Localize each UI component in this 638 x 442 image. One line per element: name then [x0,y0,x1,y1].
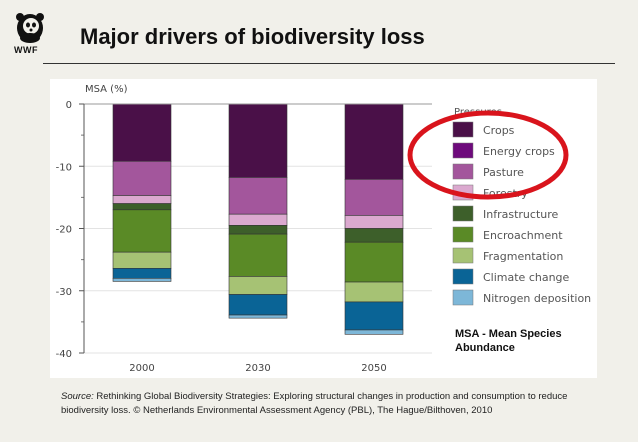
y-tick-label: -20 [56,225,72,236]
legend-label: Energy crops [483,145,555,158]
legend-label: Crops [483,124,515,137]
bar-segment-pasture-2050 [344,179,404,216]
x-tick-label: 2050 [361,363,386,374]
legend-swatch [452,226,474,243]
legend-label: Fragmentation [483,250,563,263]
bar-segment-crops-2000 [112,103,172,162]
source-label: Source: [61,391,94,402]
legend-label: Nitrogen deposition [483,292,591,305]
legend-label: Infrastructure [483,208,559,221]
source-text: Rethinking Global Biodiversity Strategie… [61,391,568,416]
legend-swatch [452,121,474,138]
source-caption: Source: Rethinking Global Biodiversity S… [61,390,601,418]
slide-title: Major drivers of biodiversity loss [80,24,425,49]
bar-segment-nitrogen-deposition-2030 [228,314,288,319]
bar-segment-forestry-2030 [228,213,288,226]
legend-swatch [452,142,474,159]
msa-note: MSA - Mean Species Abundance [455,328,562,354]
x-tick-label: 2030 [245,363,270,374]
y-axis-label: MSA (%) [85,84,128,95]
y-tick-label: 0 [66,100,72,111]
legend-swatch [452,163,474,180]
bar-segment-infrastructure-2000 [112,203,172,211]
legend-swatch [452,268,474,285]
legend-swatch [452,247,474,264]
bar-segment-climate-change-2030 [228,294,288,316]
bar-segment-pasture-2030 [228,177,288,215]
x-tick-label: 2000 [129,363,154,374]
logo-text: WWF [14,45,38,55]
y-tick-label: -30 [56,287,72,298]
bar-segment-fragmentation-2000 [112,251,172,269]
bar-segment-climate-change-2000 [112,268,172,279]
legend-swatch [452,289,474,306]
wwf-panda-logo: WWF [12,12,48,56]
bar-segment-fragmentation-2050 [344,281,404,303]
bar-segment-encroachment-2000 [112,209,172,253]
legend-label: Climate change [483,271,570,284]
bar-segment-fragmentation-2030 [228,276,288,295]
y-tick-label: -40 [56,349,72,360]
title-divider [43,63,615,64]
legend-label: Encroachment [483,229,563,242]
bar-segment-encroachment-2030 [228,233,288,277]
legend-swatch [452,205,474,222]
bar-segment-climate-change-2050 [344,301,404,331]
bar-segment-encroachment-2050 [344,241,404,283]
bar-segment-crops-2050 [344,103,404,180]
bar-segment-forestry-2050 [344,215,404,229]
bar-segment-forestry-2000 [112,195,172,204]
bar-segment-pasture-2000 [112,160,172,196]
bar-segment-crops-2030 [228,103,288,178]
highlight-ellipse [407,110,569,200]
bar-segment-infrastructure-2050 [344,228,404,243]
y-tick-label: -10 [56,162,72,173]
bar-segment-nitrogen-deposition-2000 [112,277,172,282]
legend-label: Pasture [483,166,524,179]
bar-segment-nitrogen-deposition-2050 [344,329,404,335]
bar-segment-infrastructure-2030 [228,225,288,235]
